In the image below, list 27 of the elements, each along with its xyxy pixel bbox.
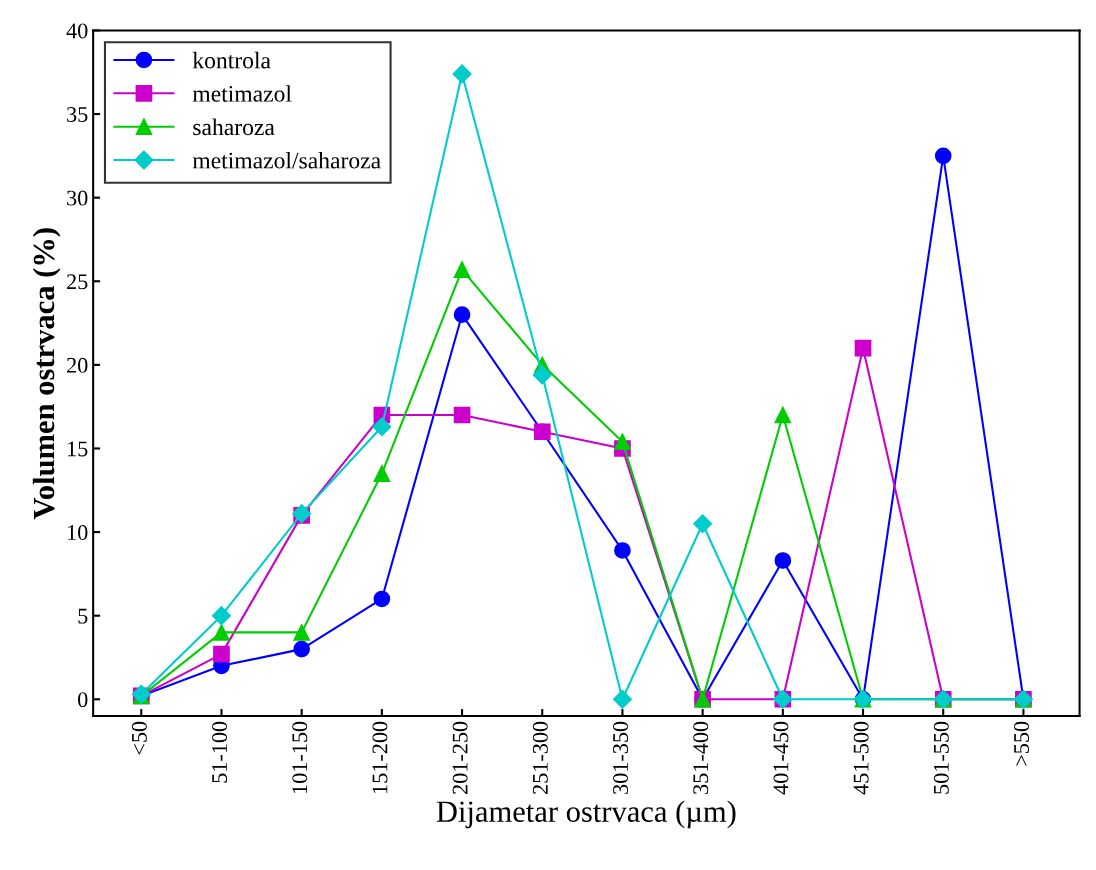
x-tick-label: 351-400 bbox=[693, 721, 709, 794]
x-tick-label: >550 bbox=[1013, 721, 1029, 766]
x-axis-title: Dijametar ostrvaca (µm) bbox=[436, 800, 736, 829]
y-tick-label: 5 bbox=[78, 608, 88, 624]
legend-label: metimazol bbox=[192, 85, 292, 102]
x-tick-label: 501-550 bbox=[933, 721, 949, 794]
y-tick-label: 10 bbox=[68, 525, 88, 541]
x-tick-label: 101-150 bbox=[292, 721, 308, 793]
x-tick-label: 451-500 bbox=[853, 721, 869, 795]
x-tick-label: 201-250 bbox=[452, 721, 468, 794]
y-tick-label: 0 bbox=[78, 692, 88, 708]
y-tick-label: 20 bbox=[67, 357, 88, 373]
y-tick-label: 15 bbox=[68, 441, 88, 457]
y-tick-label: 25 bbox=[67, 274, 88, 290]
legend-label: saharoza bbox=[193, 118, 275, 136]
legend-label: metimazol/saharoza bbox=[192, 151, 381, 169]
x-tick-label: <50 bbox=[131, 721, 147, 755]
x-tick-label: 251-300 bbox=[532, 721, 548, 794]
y-tick-label: 35 bbox=[67, 107, 88, 122]
x-tick-label: 151-200 bbox=[372, 721, 388, 793]
y-tick-label: 30 bbox=[67, 190, 88, 206]
x-tick-label: 301-350 bbox=[613, 721, 629, 794]
y-axis-title: Volumen ostrvaca (%) bbox=[32, 228, 61, 520]
x-tick-label: 51-100 bbox=[212, 721, 228, 783]
legend-label: kontrola bbox=[192, 51, 271, 69]
y-tick-label: 40 bbox=[66, 23, 88, 39]
x-tick-label: 401-450 bbox=[773, 721, 789, 795]
